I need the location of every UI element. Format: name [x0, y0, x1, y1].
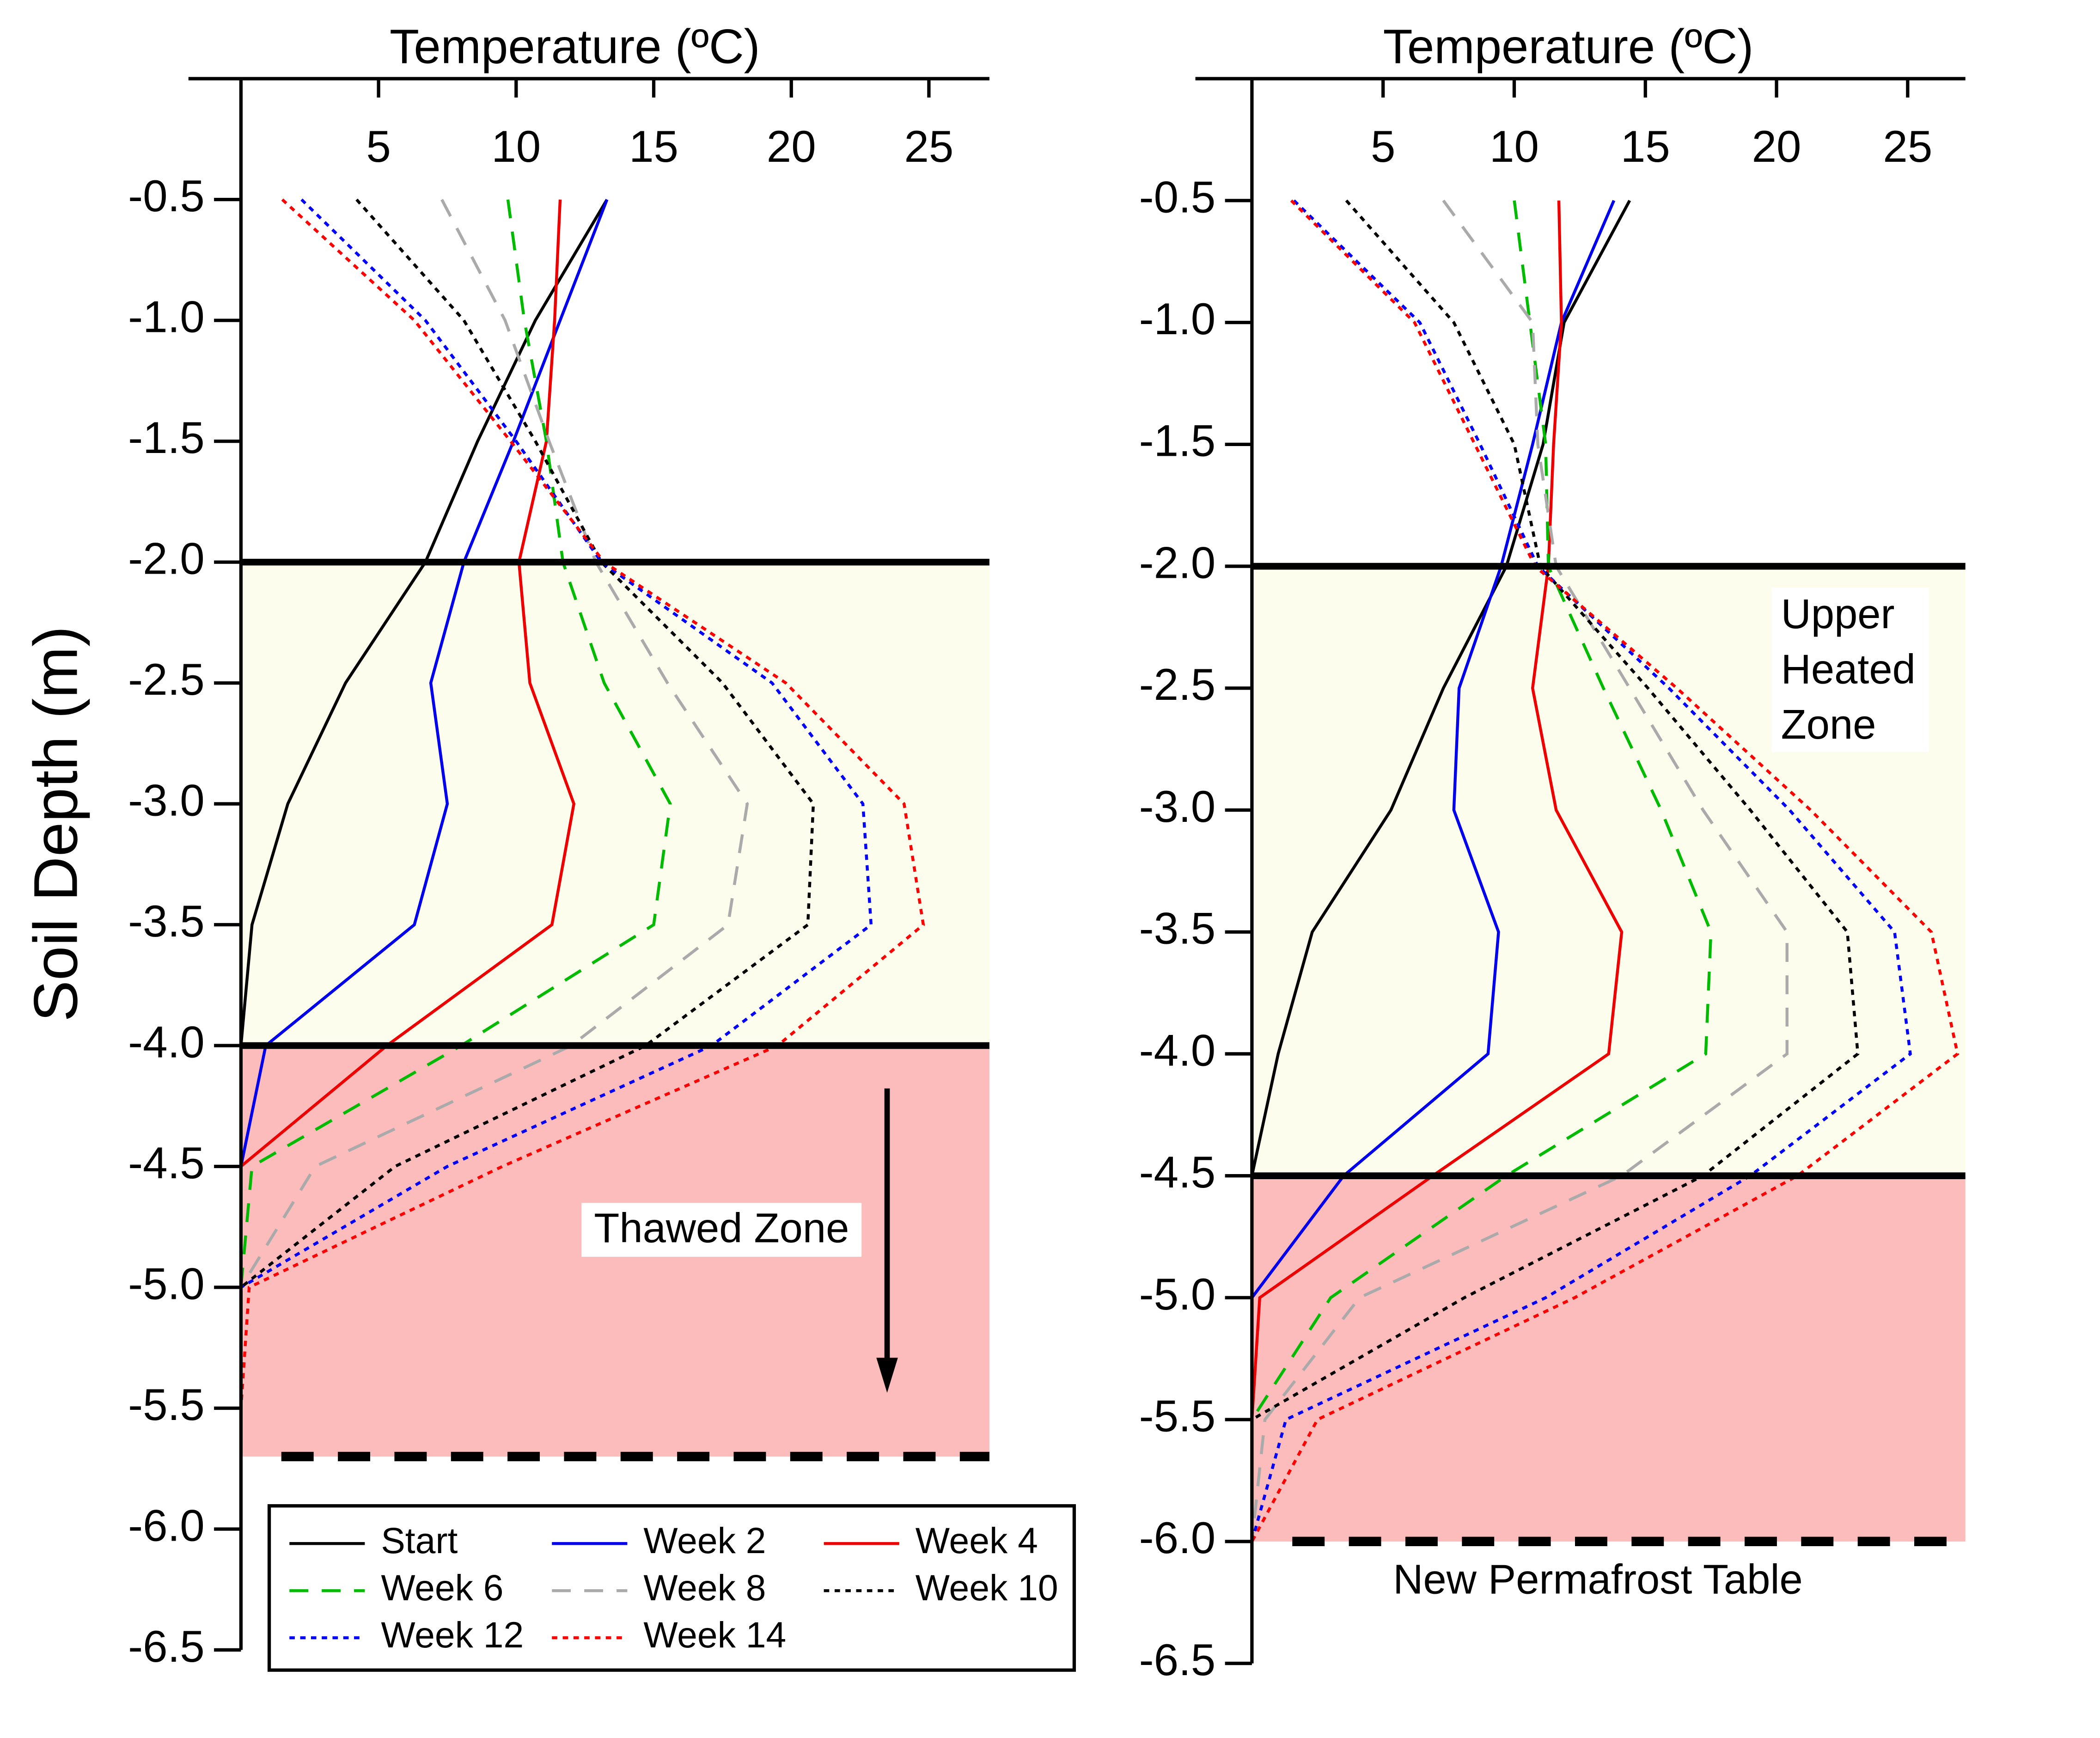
series-line — [1251, 199, 1960, 1542]
y-tick-label: -1.0 — [128, 293, 205, 342]
annotation: Zone — [1781, 701, 1876, 748]
legend-label: Week 2 — [643, 1520, 766, 1561]
x-axis-title: Temperature (ºC) — [390, 20, 760, 74]
series-line — [1250, 199, 1860, 1542]
annotation: Heated — [1781, 646, 1916, 693]
y-tick-label: -6.0 — [128, 1501, 205, 1550]
legend-label: Week 8 — [643, 1567, 766, 1608]
x-axis-title: Temperature (ºC) — [1383, 20, 1754, 74]
series-line — [1250, 199, 1789, 1542]
y-tick-label: -3.5 — [128, 897, 205, 946]
x-tick-label: 10 — [1490, 122, 1539, 171]
y-tick-label: -4.0 — [128, 1017, 205, 1067]
y-tick-label: -3.5 — [1139, 904, 1216, 954]
annotation-box — [1771, 587, 1929, 752]
x-tick-label: 15 — [629, 122, 678, 171]
legend-label: Week 12 — [381, 1615, 524, 1655]
annotation-box — [581, 1203, 862, 1257]
y-tick-label: -1.0 — [1139, 294, 1216, 344]
x-tick-label: 5 — [1371, 122, 1395, 171]
y-tick-label: -6.5 — [128, 1622, 205, 1671]
x-tick-label: 20 — [767, 122, 816, 171]
y-tick-label: -6.0 — [1139, 1513, 1216, 1563]
zone — [1251, 1175, 1966, 1542]
x-tick-label: 5 — [366, 122, 391, 171]
x-tick-label: 25 — [1883, 122, 1932, 171]
y-tick-label: -3.0 — [128, 776, 205, 825]
annotation: New Permafrost Table — [1393, 1556, 1802, 1603]
lines — [239, 198, 1960, 1542]
y-tick-label: -0.5 — [1139, 172, 1216, 222]
axes: 5 10 15 20 25 -0.5 -1.0 -1.5 -2.0 -2.5 -3.0 -3.5 -4.… — [21, 20, 1966, 1685]
annotation: Thawed Zone — [594, 1205, 849, 1251]
y-tick-label: -4.0 — [1139, 1026, 1216, 1075]
y-tick-label: -5.0 — [1139, 1270, 1216, 1319]
y-tick-label: -0.5 — [128, 171, 205, 221]
y-tick-label: -4.5 — [128, 1138, 205, 1188]
y-tick-label: -2.0 — [1139, 538, 1216, 587]
x-tick-label: 20 — [1752, 122, 1801, 171]
legend-box — [267, 1504, 1076, 1672]
legend: Start Week 2 Week 4 Week 6 Week 8 Week 10 Week… — [267, 1504, 1076, 1672]
y-tick-label: -5.5 — [128, 1380, 205, 1430]
y-tick-label: -4.5 — [1139, 1148, 1216, 1197]
annotation: Upper — [1781, 591, 1895, 637]
legend-label: Week 4 — [916, 1520, 1038, 1561]
y-tick-label: -2.5 — [128, 655, 205, 704]
series-line — [1250, 199, 1912, 1542]
y-tick-label: -3.0 — [1139, 782, 1216, 832]
y-tick-label: -2.5 — [1139, 660, 1216, 710]
series-line — [1250, 200, 1624, 1542]
x-tick-label: 25 — [904, 122, 953, 171]
series-line — [239, 199, 749, 1529]
series-line — [1250, 200, 1713, 1542]
legend-label: Week 6 — [381, 1567, 503, 1608]
legend-label: Start — [381, 1520, 458, 1561]
x-tick-label: 10 — [491, 122, 541, 171]
y-tick-label: -5.5 — [1139, 1392, 1216, 1441]
y-axis-title: Soil Depth (m) — [21, 626, 90, 1022]
y-tick-label: -1.5 — [128, 413, 205, 463]
y-tick-label: -2.0 — [128, 534, 205, 583]
series-line — [239, 198, 815, 1529]
arrow-head — [876, 1358, 898, 1393]
y-tick-label: -5.0 — [128, 1259, 205, 1309]
legend-label: Week 10 — [916, 1567, 1058, 1608]
x-tick-label: 15 — [1621, 122, 1670, 171]
y-tick-label: -1.5 — [1139, 416, 1216, 466]
y-tick-label: -6.5 — [1139, 1635, 1216, 1685]
legend-label: Week 14 — [643, 1615, 786, 1655]
